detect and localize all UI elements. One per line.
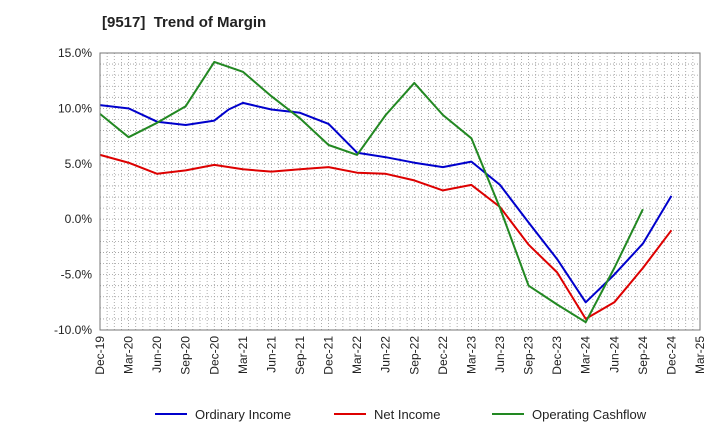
chart-title: [9517] Trend of Margin [102, 14, 267, 31]
x-tick-label: Jun-23 [493, 336, 507, 373]
series-line-net-income [99, 153, 673, 320]
x-axis: Dec-19 Mar-20 Jun-20 Sep-20 Dec-20 Mar-21 Jun-… [93, 336, 707, 375]
series-line-operating-cashflow [99, 60, 644, 324]
x-tick-label: Mar-24 [579, 336, 593, 374]
y-tick-label: 0.0% [65, 212, 93, 226]
legend-label: Operating Cashflow [532, 407, 647, 422]
x-tick-label: Sep-21 [293, 336, 307, 375]
x-tick-label: Mar-22 [350, 336, 364, 374]
y-tick-label: -10.0% [54, 323, 92, 337]
x-tick-label: Mar-21 [236, 336, 250, 374]
series-line-ordinary-income [99, 101, 673, 304]
x-tick-label: Dec-22 [436, 336, 450, 375]
x-tick-label: Dec-20 [207, 336, 221, 375]
legend-label: Ordinary Income [195, 407, 291, 422]
grid-layer [100, 53, 700, 330]
y-axis: 15.0% 10.0% 5.0% 0.0% -5.0% -10.0% [54, 46, 92, 337]
x-tick-label: Jun-20 [150, 336, 164, 373]
x-tick-label: Sep-22 [407, 336, 421, 375]
legend: Ordinary Income Net Income Operating Cashf… [155, 407, 647, 422]
x-tick-label: Jun-22 [379, 336, 393, 373]
x-tick-label: Sep-23 [522, 336, 536, 375]
y-tick-label: -5.0% [61, 268, 93, 282]
x-tick-label: Jun-21 [264, 336, 278, 373]
y-tick-label: 5.0% [65, 157, 93, 171]
series-layer [99, 60, 673, 324]
x-tick-label: Sep-20 [179, 336, 193, 375]
x-tick-label: Sep-24 [636, 336, 650, 375]
y-tick-label: 10.0% [58, 101, 92, 115]
x-tick-label: Mar-25 [693, 336, 707, 374]
x-tick-label: Mar-23 [464, 336, 478, 374]
x-tick-label: Jun-24 [607, 336, 621, 373]
legend-label: Net Income [374, 407, 440, 422]
y-tick-label: 15.0% [58, 46, 92, 60]
x-tick-label: Dec-19 [93, 336, 107, 375]
x-tick-label: Dec-23 [550, 336, 564, 375]
x-tick-label: Dec-21 [322, 336, 336, 375]
x-tick-label: Dec-24 [664, 336, 678, 375]
plot-frame [99, 52, 701, 331]
x-tick-label: Mar-20 [122, 336, 136, 374]
